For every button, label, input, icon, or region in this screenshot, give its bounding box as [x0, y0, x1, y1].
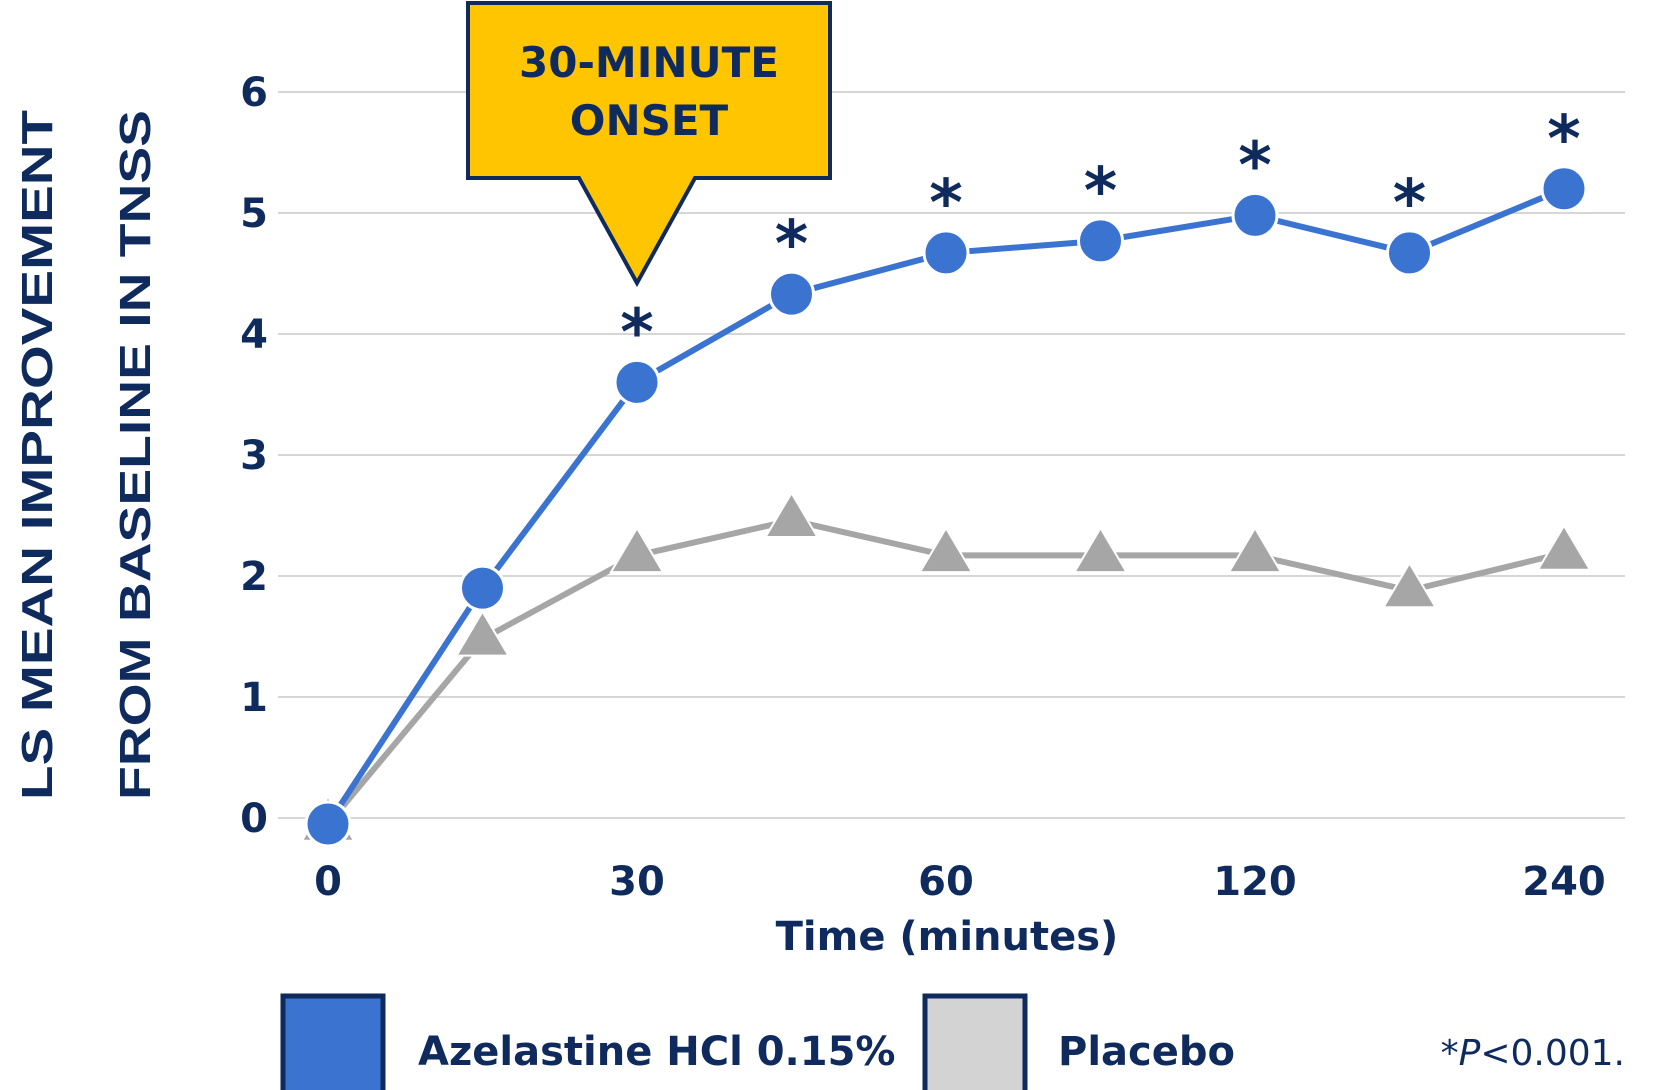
- onset-callout-line-1: 30-MINUTE: [519, 38, 779, 87]
- x-tick-label-240: 240: [1522, 859, 1606, 905]
- onset-callout: 30-MINUTE ONSET: [466, 1, 832, 288]
- significance-star-5: *: [1084, 155, 1117, 229]
- significance-star-7: *: [1393, 167, 1426, 241]
- significance-markers: * * * * * * *: [620, 103, 1580, 371]
- placebo-point-8: [1536, 523, 1592, 571]
- legend-swatch-placebo: [922, 993, 1028, 1090]
- placebo-point-1: [454, 609, 511, 657]
- legend: Azelastine HCl 0.15% Placebo: [280, 993, 1235, 1090]
- significance-star-2: *: [620, 296, 653, 370]
- y-tick-label-1: 1: [240, 675, 268, 721]
- x-axis-label: Time (minutes): [776, 914, 1119, 960]
- series-line-azelastine: [325, 186, 1566, 826]
- x-tick-label-60: 60: [918, 859, 974, 905]
- y-tick-labels: 0 1 2 3 4 5 6: [240, 70, 268, 842]
- placebo-point-6: [1227, 526, 1283, 574]
- x-tick-label-0: 0: [314, 859, 342, 905]
- legend-label-azelastine: Azelastine HCl 0.15%: [418, 1029, 895, 1075]
- y-axis-label: LS MEAN IMPROVEMENT FROM BASELINE IN TNS…: [13, 110, 160, 800]
- azelastine-point-1: [459, 564, 506, 612]
- legend-swatch-azelastine: [280, 993, 386, 1090]
- placebo-point-2: [609, 526, 665, 574]
- azelastine-point-0: [304, 800, 352, 848]
- x-tick-label-30: 30: [609, 859, 665, 905]
- footnote: *P<0.001.: [1441, 1033, 1625, 1074]
- series-azelastine: [304, 165, 1588, 848]
- y-tick-label-3: 3: [240, 433, 268, 479]
- y-tick-label-6: 6: [240, 70, 268, 116]
- azelastine-point-2: [613, 358, 661, 406]
- significance-star-3: *: [775, 208, 808, 282]
- azelastine-point-8: [1540, 165, 1588, 213]
- x-tick-labels: 0 30 60 120 240: [314, 859, 1606, 905]
- series-layer: [300, 165, 1592, 848]
- azelastine-point-4: [922, 229, 970, 277]
- azelastine-point-5: [1077, 217, 1124, 265]
- azelastine-point-6: [1231, 191, 1279, 239]
- azelastine-point-7: [1386, 229, 1433, 277]
- y-tick-label-2: 2: [240, 554, 268, 600]
- placebo-point-4: [918, 526, 974, 574]
- significance-star-4: *: [929, 167, 962, 241]
- placebo-point-3: [763, 491, 820, 539]
- placebo-point-5: [1072, 526, 1129, 574]
- y-axis-label-line-2: FROM BASELINE IN TNSS: [111, 110, 160, 800]
- significance-star-8: *: [1547, 103, 1580, 177]
- legend-label-placebo: Placebo: [1058, 1029, 1235, 1075]
- significance-star-6: *: [1238, 129, 1271, 203]
- y-tick-label-0: 0: [240, 796, 268, 842]
- y-tick-label-4: 4: [240, 312, 268, 358]
- placebo-point-7: [1381, 561, 1438, 609]
- x-tick-label-120: 120: [1213, 859, 1297, 905]
- onset-callout-line-2: ONSET: [570, 96, 729, 145]
- y-axis-label-line-1: LS MEAN IMPROVEMENT: [13, 110, 62, 800]
- azelastine-point-3: [768, 270, 815, 318]
- onset-callout-box: [466, 1, 832, 288]
- y-tick-label-5: 5: [240, 191, 268, 237]
- series-placebo: [300, 491, 1592, 842]
